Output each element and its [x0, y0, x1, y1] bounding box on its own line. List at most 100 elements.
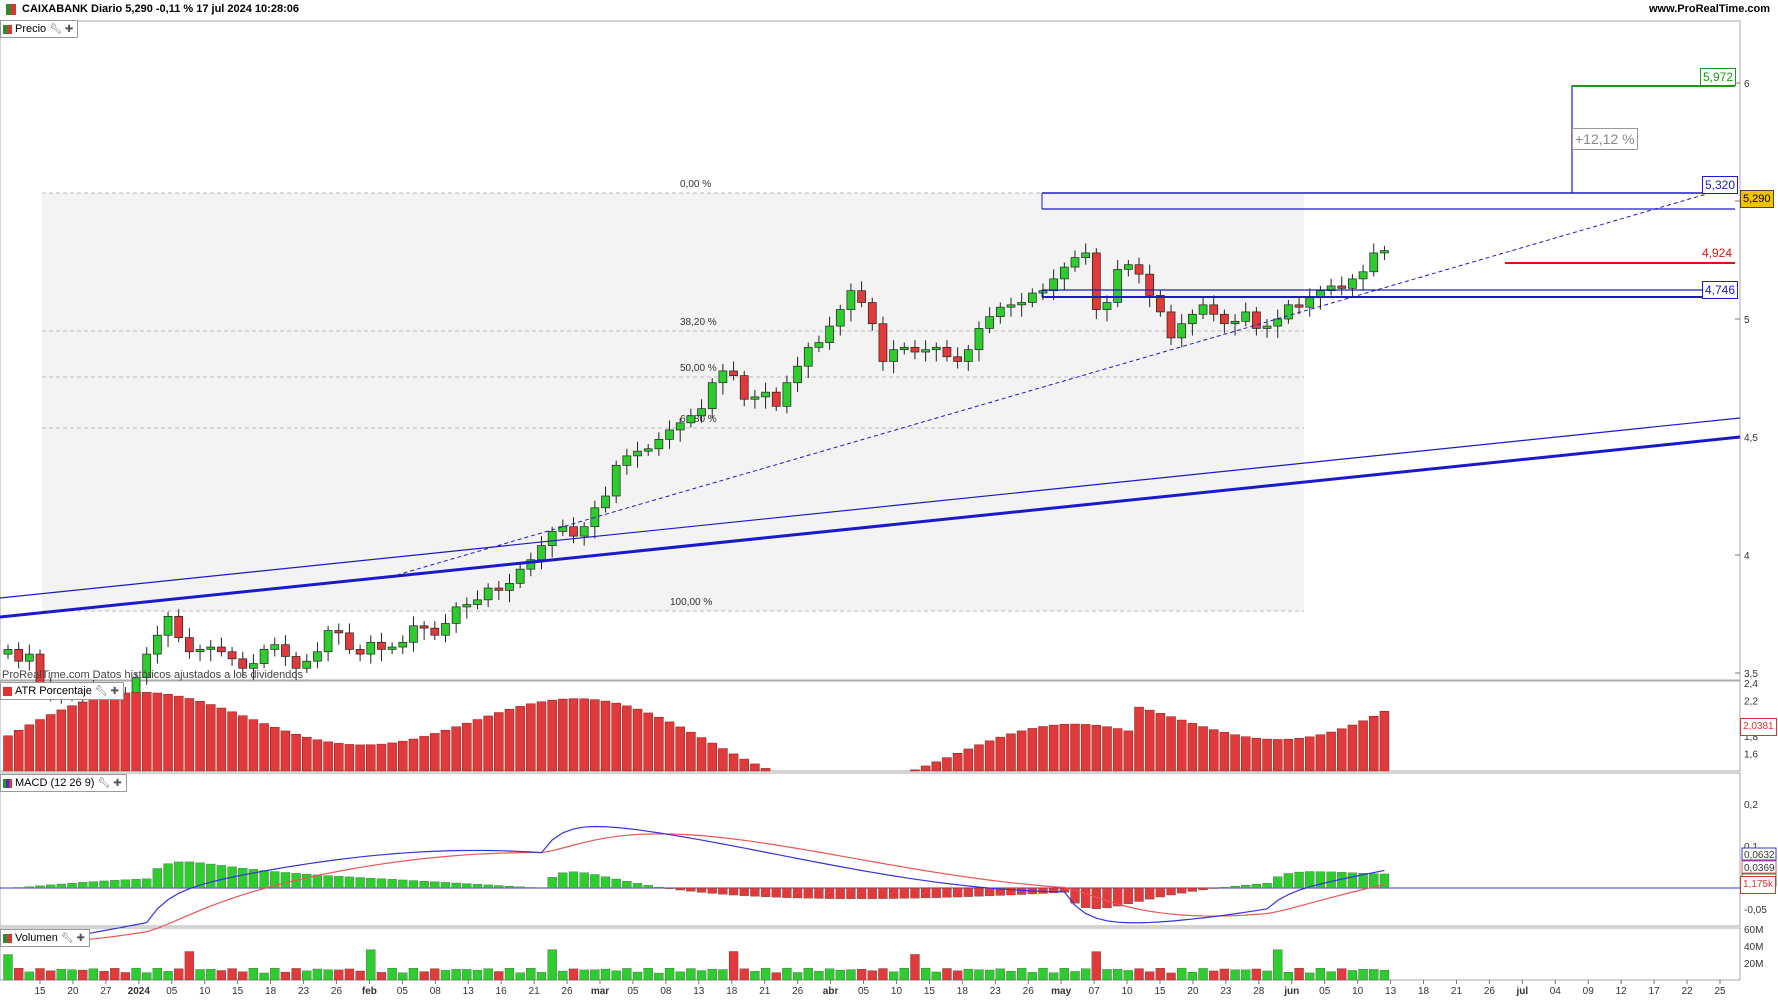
- volume-panel-tag[interactable]: Volumen 🔧︎ ✚: [0, 929, 90, 947]
- volume-bar: [771, 972, 781, 981]
- candle-body: [451, 606, 461, 624]
- volume-bar: [942, 968, 952, 981]
- macd-histogram-bar: [526, 887, 536, 889]
- x-tick-label: feb: [362, 986, 377, 997]
- macd-histogram-bar: [1177, 887, 1187, 894]
- macd-histogram-bar: [99, 880, 109, 889]
- macd-histogram-bar: [152, 868, 163, 889]
- wrench-icon[interactable]: 🔧︎: [97, 777, 111, 789]
- macd-histogram-bar: [270, 871, 280, 889]
- macd-histogram-bar: [760, 887, 771, 898]
- candle-body: [686, 415, 696, 424]
- plus-icon[interactable]: ✚: [113, 777, 122, 789]
- atr-bar: [248, 719, 259, 772]
- wrench-icon[interactable]: 🔧︎: [94, 685, 108, 697]
- macd-histogram-bar: [1102, 887, 1112, 909]
- volume-bar: [1049, 972, 1059, 981]
- volume-bar: [120, 972, 131, 981]
- atr-bar: [483, 715, 493, 772]
- macd-histogram-bar: [504, 886, 515, 889]
- candle-body: [878, 323, 888, 362]
- macd-histogram-bar: [803, 887, 813, 899]
- candle-body: [334, 630, 344, 634]
- macd-signal-line: [7, 833, 1385, 945]
- fib-label: 61,80 %: [680, 414, 717, 425]
- macd-histogram-bar: [622, 881, 632, 889]
- candle-body: [398, 641, 408, 648]
- atr-bar: [600, 700, 611, 772]
- x-tick-label: 23: [990, 986, 1002, 997]
- atr-panel-tag[interactable]: ATR Porcentaje 🔧︎ ✚: [0, 682, 124, 700]
- atr-bar: [430, 733, 440, 772]
- atr-bar: [291, 734, 301, 772]
- volume-bar: [408, 968, 419, 981]
- volume-bar: [707, 969, 717, 981]
- volume-bar: [622, 968, 632, 981]
- x-tick-label: 10: [1121, 986, 1133, 997]
- volume-bar: [1102, 969, 1112, 981]
- volume-bar: [963, 968, 973, 981]
- atr-bar: [216, 707, 227, 772]
- candle-body: [1198, 304, 1208, 315]
- candle-body: [1156, 295, 1165, 313]
- volume-bar: [462, 969, 472, 981]
- candle-body: [238, 658, 248, 669]
- volume-bar: [1166, 972, 1176, 981]
- volume-bar: [35, 968, 45, 981]
- candle-body: [995, 306, 1005, 317]
- volume-bar: [280, 971, 291, 981]
- macd-histogram-bar: [952, 887, 963, 898]
- macd-histogram-bar: [494, 885, 504, 889]
- macd-panel: [0, 772, 1741, 927]
- atr-tick-label: 2,2: [1744, 697, 1758, 708]
- plus-icon[interactable]: ✚: [76, 932, 85, 944]
- support-label[interactable]: 4,746: [1702, 281, 1739, 299]
- macd-histogram-bar: [184, 861, 195, 889]
- macd-panel-tag[interactable]: MACD (12 26 9) 🔧︎ ✚: [0, 774, 127, 792]
- candle-body: [355, 649, 365, 655]
- plus-icon[interactable]: ✚: [64, 23, 74, 35]
- atr-bar: [280, 730, 291, 772]
- macd-histogram-bar: [259, 870, 269, 889]
- site-link[interactable]: www.ProRealTime.com: [1648, 3, 1770, 15]
- candle-body: [153, 634, 162, 655]
- candle-body: [697, 408, 706, 417]
- wrench-icon[interactable]: 🔧︎: [49, 23, 62, 35]
- volume-bar: [1347, 970, 1358, 981]
- trendline-bold: [0, 435, 1741, 619]
- volume-bar: [312, 968, 323, 981]
- atr-bar: [536, 701, 547, 772]
- volume-bar: [611, 970, 621, 981]
- atr-bar: [963, 748, 974, 772]
- volume-bar: [803, 968, 813, 981]
- plus-icon[interactable]: ✚: [110, 685, 119, 697]
- volume-bar: [227, 968, 237, 981]
- price-panel-label: Precio: [15, 23, 47, 35]
- resistance-label[interactable]: 5,320: [1702, 176, 1739, 194]
- target-pct-label[interactable]: +12,12 %: [1572, 128, 1638, 150]
- macd-histogram-bar: [942, 887, 952, 898]
- macd-value-label: 0,0369: [1744, 863, 1775, 874]
- stop-label[interactable]: 4,924: [1702, 246, 1733, 260]
- x-tick-label: 17: [1649, 986, 1661, 997]
- wrench-icon[interactable]: 🔧︎: [60, 932, 74, 944]
- atr-bar: [1251, 737, 1262, 772]
- macd-histogram-bar: [1145, 887, 1155, 900]
- volume-bar: [739, 968, 749, 981]
- macd-histogram-bar: [750, 887, 760, 897]
- volume-bar: [1134, 968, 1144, 981]
- volume-bar: [1017, 968, 1027, 981]
- atr-bar: [205, 704, 216, 772]
- candle-body: [558, 526, 568, 532]
- macd-histogram-bar: [302, 873, 312, 889]
- candle-body: [867, 302, 877, 325]
- macd-histogram-bar: [1219, 887, 1230, 889]
- atr-value-label: 2,0381: [1740, 718, 1777, 736]
- volume-bar: [1305, 972, 1315, 981]
- target-price-label[interactable]: 5,972: [1700, 68, 1737, 86]
- price-panel-tag[interactable]: Precio 🔧︎ ✚: [0, 20, 79, 38]
- macd-histogram-bar: [846, 887, 856, 899]
- atr-bar: [1080, 724, 1091, 772]
- candle-body: [206, 646, 216, 650]
